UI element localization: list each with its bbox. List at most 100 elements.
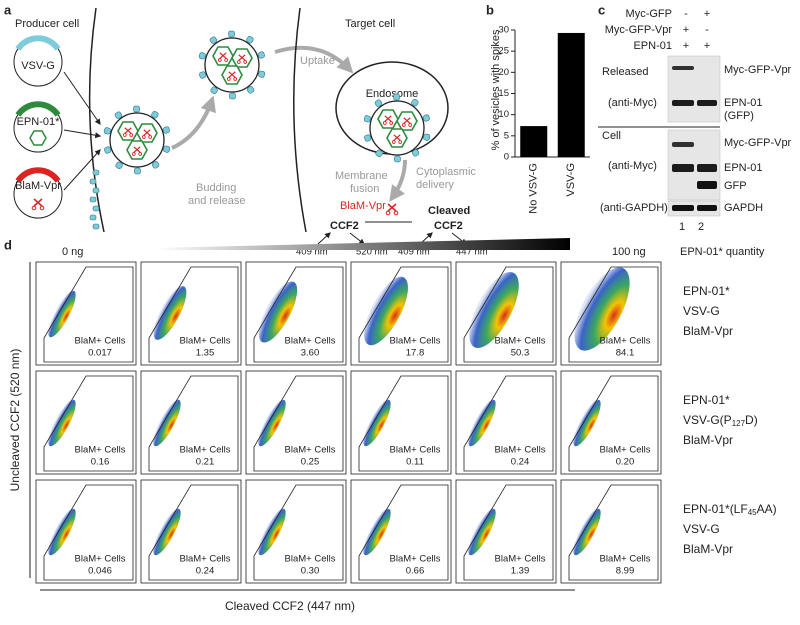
spike: [393, 93, 400, 101]
plot-frame: [245, 370, 347, 475]
gate-value: 1.39: [511, 566, 530, 577]
blot-label: (anti-GAPDH): [600, 202, 668, 214]
gate-label: BlaM+ Cells: [285, 554, 336, 565]
gate-label: BlaM+ Cells: [75, 445, 126, 456]
spike: [246, 35, 254, 44]
wavelength: 520 nm: [356, 247, 388, 258]
spike: [199, 71, 207, 79]
cell-population: [469, 272, 519, 348]
y-tick-label: 30: [498, 25, 509, 36]
plot-frame: [140, 261, 242, 366]
row-label: VSV-G(P127D): [683, 413, 758, 428]
spike: [92, 187, 100, 194]
producer-membrane: [88, 7, 105, 233]
gate-label: BlaM+ Cells: [600, 554, 651, 565]
spike: [162, 126, 170, 134]
gate-value: 0.66: [406, 566, 425, 577]
step-label: and release: [188, 195, 246, 207]
gate-value: 0.017: [88, 348, 112, 359]
bar-chart: 0 5 10 15 20 25 30 No VSV-G VSV-G: [498, 25, 590, 214]
condition-sign: +: [683, 40, 689, 52]
gate-value: 0.20: [616, 457, 635, 468]
spike: [394, 155, 401, 163]
cell-population: [153, 399, 181, 447]
panel-label: b: [486, 2, 494, 17]
spike: [375, 149, 383, 158]
y-tick-label: 10: [498, 109, 509, 120]
plasmid-label: BlaM-Vpr: [15, 180, 61, 192]
band: [697, 205, 717, 211]
blot-label: GFP: [724, 180, 747, 192]
cell-population: [573, 508, 601, 556]
gate-value: 0.24: [511, 457, 530, 468]
spike: [151, 161, 160, 169]
cell-population: [574, 267, 630, 351]
target-label: Target cell: [345, 18, 395, 30]
plasmid-label: EPN-01*: [17, 116, 61, 128]
cell-population: [153, 508, 181, 556]
row-label: EPN-01*: [683, 284, 730, 298]
spike: [151, 110, 159, 119]
arrow: [317, 232, 331, 245]
spike: [228, 30, 235, 38]
cell-population: [468, 508, 496, 556]
condition-label: EPN-01: [633, 40, 672, 52]
spike: [163, 145, 171, 153]
gate-label: BlaM+ Cells: [390, 336, 441, 347]
panel-label: d: [4, 237, 12, 252]
arrow: [63, 129, 102, 139]
step-label: Budding: [196, 182, 236, 194]
spike: [92, 205, 100, 212]
wavelength: 409 nm: [296, 247, 328, 258]
spike: [89, 214, 97, 221]
blot-label: (anti-Myc): [608, 97, 657, 109]
spike: [411, 98, 419, 107]
gate-label: BlaM+ Cells: [285, 336, 336, 347]
spike: [198, 52, 206, 60]
condition-sign: +: [704, 40, 710, 52]
gate: [358, 375, 449, 472]
gate-label: BlaM+ Cells: [390, 554, 441, 565]
gate-label: BlaM+ Cells: [600, 445, 651, 456]
blot-label: GAPDH: [724, 202, 763, 214]
gate-value: 0.30: [301, 566, 320, 577]
vesicle: [363, 93, 431, 163]
cell-population: [363, 399, 391, 447]
gate: [463, 266, 554, 363]
gate-label: BlaM+ Cells: [495, 445, 546, 456]
spike: [89, 196, 97, 203]
cell-population: [48, 399, 76, 447]
gate: [358, 484, 449, 581]
cell-population: [48, 290, 76, 338]
wavelength: 447 nm: [456, 247, 488, 258]
plot-frame: [35, 261, 137, 366]
spike: [411, 149, 420, 157]
condition-label: Myc-GFP: [626, 8, 672, 20]
gate: [148, 375, 239, 472]
gate-label: BlaM+ Cells: [495, 336, 546, 347]
step-label: Cytoplasmic: [416, 166, 476, 178]
row-label: BlaM-Vpr: [683, 433, 733, 447]
gate-value: 8.99: [616, 566, 635, 577]
spike: [103, 127, 111, 135]
plasmid-label: VSV-G: [21, 60, 55, 72]
blot-label: Myc-GFP-Vpr: [724, 137, 792, 149]
spike: [210, 86, 218, 95]
cell-population: [364, 276, 408, 346]
plasmid: BlaM-Vpr: [13, 167, 63, 219]
step-label: Uptake: [300, 55, 335, 67]
plasmid: EPN-01*: [13, 101, 63, 153]
y-tick-label: 15: [498, 88, 509, 99]
spike: [133, 105, 140, 113]
